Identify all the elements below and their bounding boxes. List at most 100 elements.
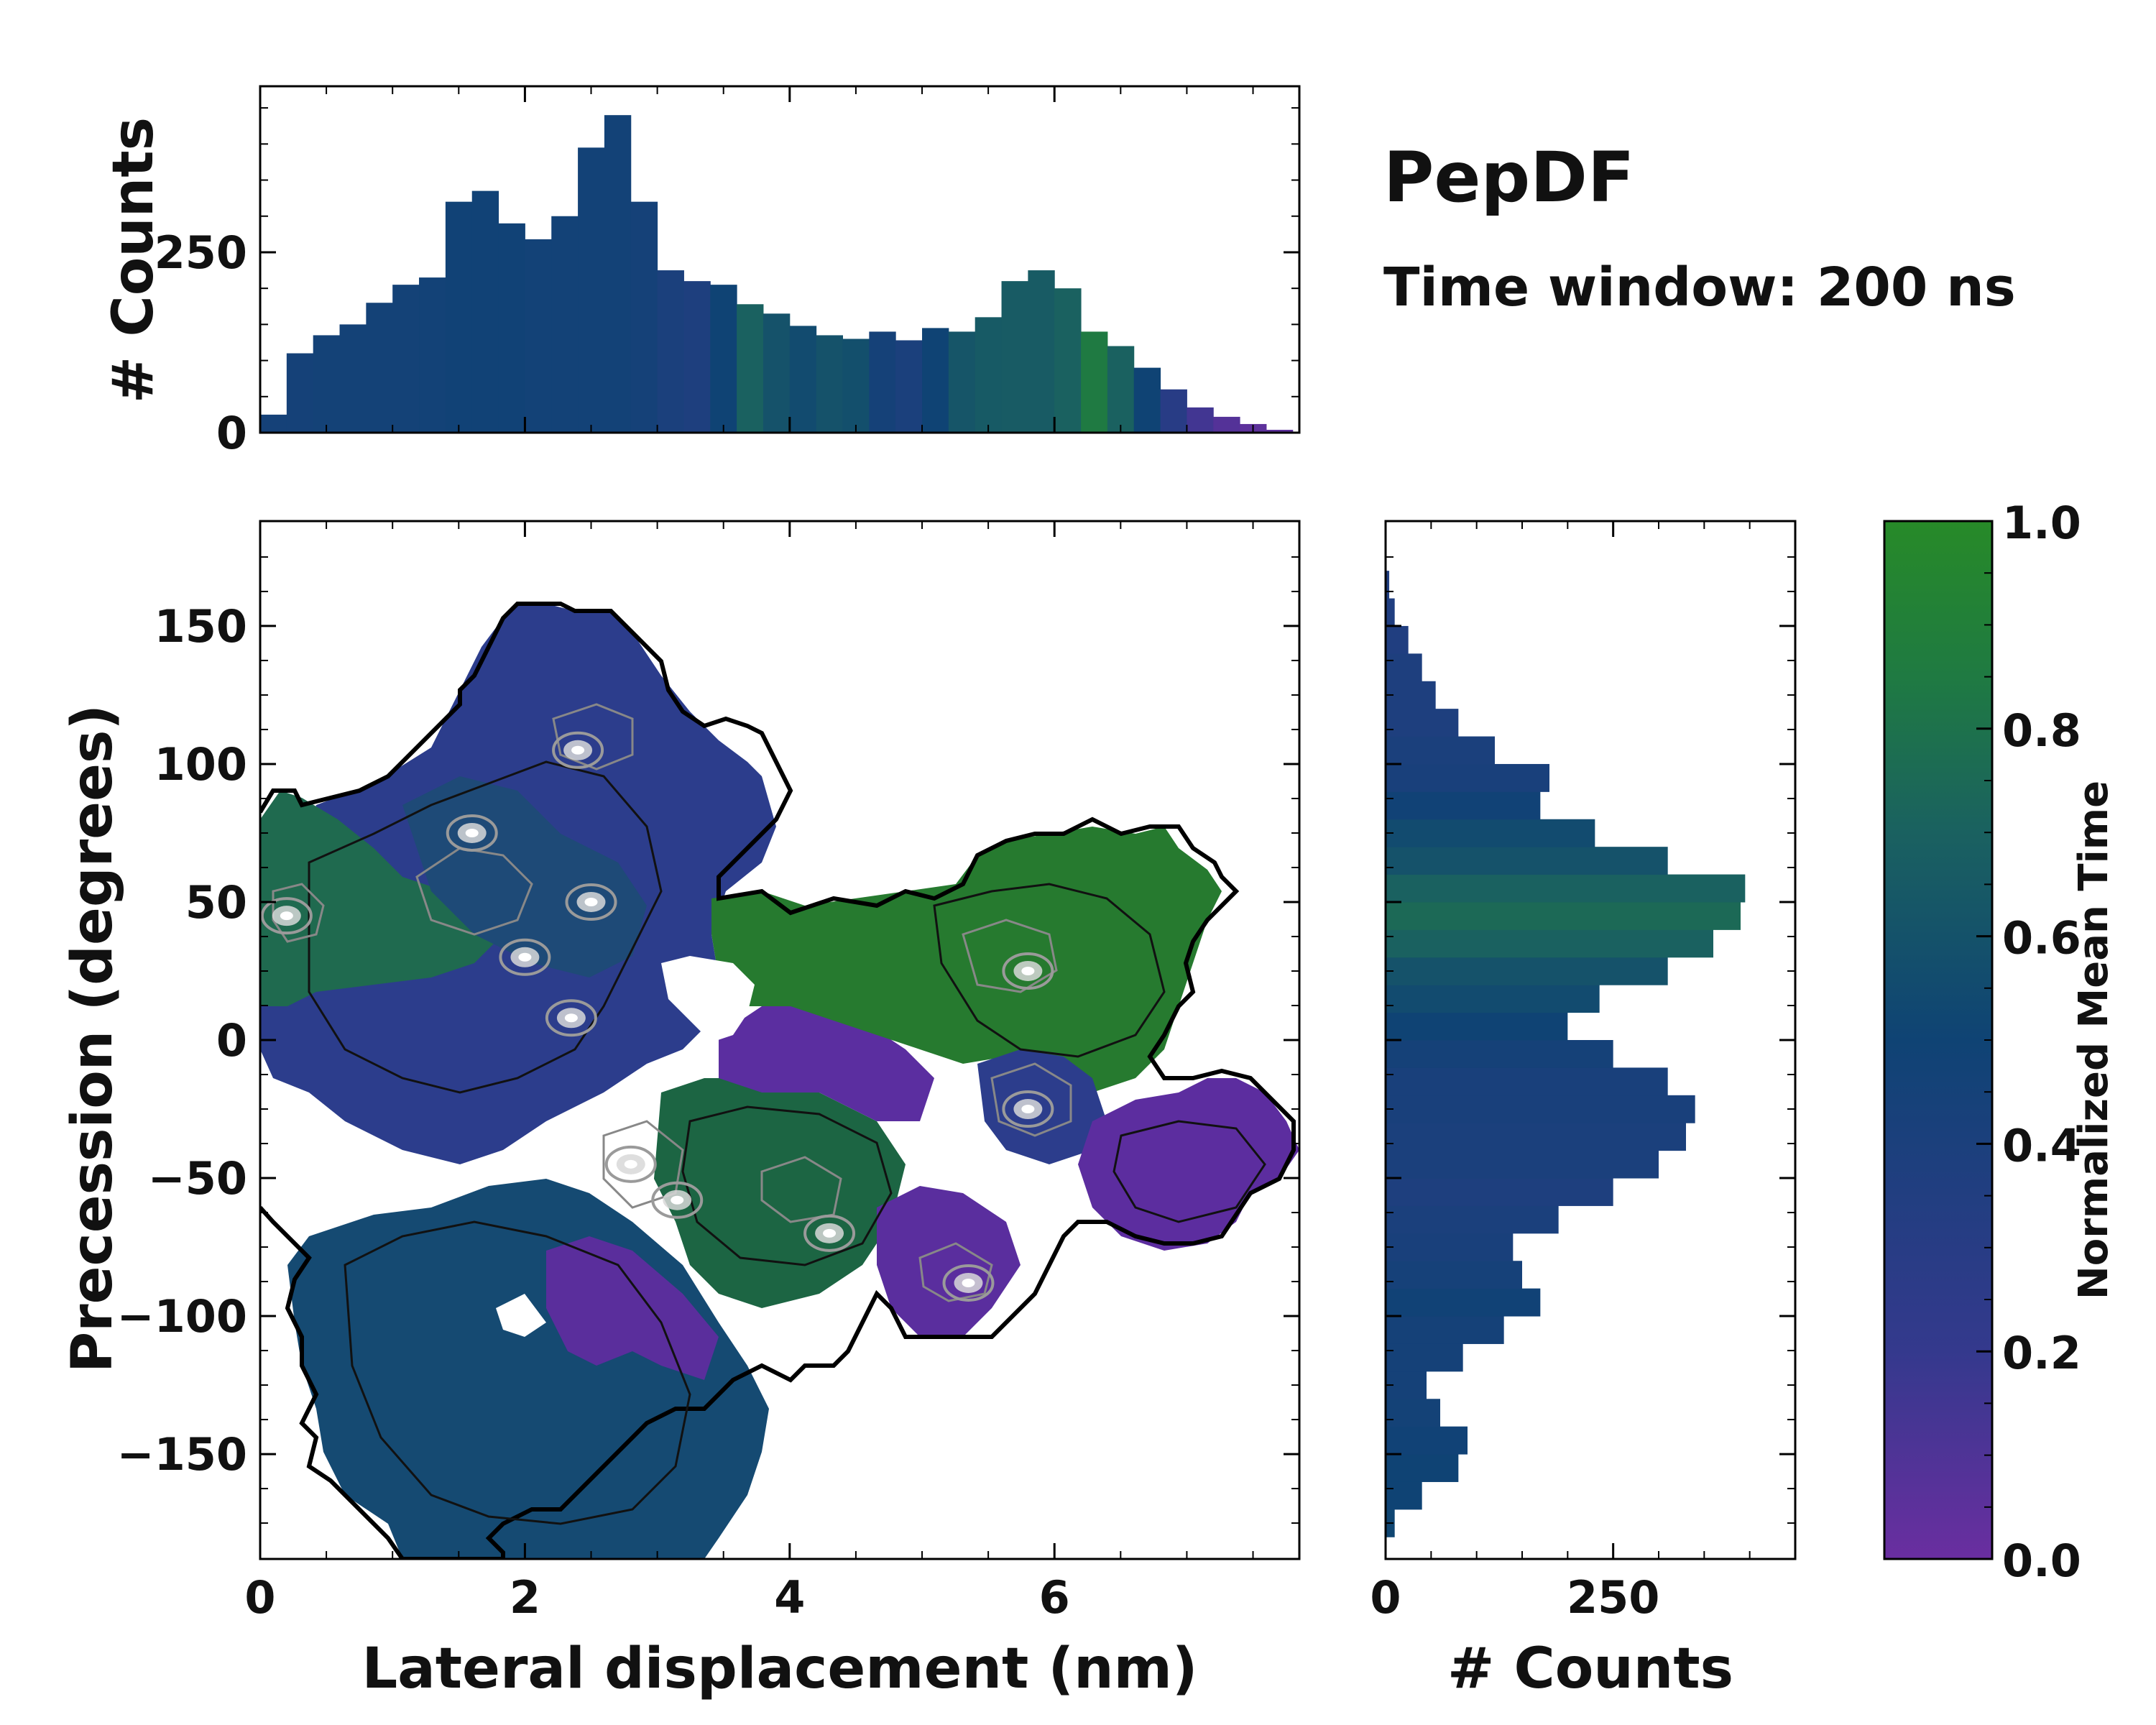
colorbar: 0.0 0.2 0.4 0.6 0.8 1.0 Normalized Mean Time <box>1883 497 2117 1587</box>
main-y-ticks: −150 −100 −50 0 50 100 150 <box>117 556 1299 1524</box>
right-bar-27 <box>1386 763 1549 792</box>
hotspot-ring-7 <box>651 1181 704 1219</box>
contour-dark-2 <box>344 1220 691 1525</box>
colorbar-tick-label-4: 0.8 <box>2002 704 2081 757</box>
right-bar-29 <box>1386 709 1459 737</box>
hotspot-peak-7 <box>671 1195 684 1205</box>
hotspot-ring-1 <box>552 731 604 769</box>
top-y-axis-title: # Counts <box>101 117 166 403</box>
right-bar-7 <box>1386 1316 1504 1344</box>
top-bar-23 <box>869 331 896 433</box>
hotspot-ring-10 <box>1002 1090 1054 1128</box>
top-bar-0 <box>260 414 287 433</box>
top-bar-9 <box>498 223 525 433</box>
top-bar-17 <box>710 285 737 433</box>
hotspot-ring-4 <box>499 938 551 976</box>
top-bar-8 <box>471 190 499 433</box>
right-bar-11 <box>1386 1205 1559 1234</box>
outer-boundary-contour <box>260 602 1296 1559</box>
hotspot-peak-1 <box>571 745 585 755</box>
right-bar-10 <box>1386 1233 1514 1261</box>
top-bar-15 <box>657 270 684 433</box>
top-histogram-bars <box>260 115 1294 433</box>
main-y-tick-label-2: −50 <box>148 1152 247 1205</box>
main-y-tick-label-4: 50 <box>185 876 247 929</box>
hotspot-peak-11 <box>962 1278 975 1287</box>
top-bar-3 <box>339 324 367 433</box>
top-bar-19 <box>763 313 791 433</box>
hotspot-peak-9 <box>1021 966 1035 975</box>
top-bar-2 <box>313 335 341 433</box>
right-bar-21 <box>1386 929 1713 958</box>
right-bar-14 <box>1386 1123 1686 1151</box>
main-y-tick-label-3: 0 <box>216 1014 247 1067</box>
hotspot-peak-2 <box>280 911 293 921</box>
top-y-ticks: 0 250 <box>155 86 1299 459</box>
figure-subtitle: Time window: 200 ns <box>1383 257 2016 318</box>
right-bar-23 <box>1386 874 1746 903</box>
right-bar-22 <box>1386 901 1741 930</box>
contour-dark-1 <box>308 760 663 1094</box>
hotspot-peak-5 <box>564 1013 578 1023</box>
right-bar-31 <box>1386 653 1422 682</box>
empty-bins <box>496 956 1049 1337</box>
top-bar-18 <box>737 304 764 433</box>
top-bar-11 <box>551 216 579 433</box>
top-bar-16 <box>683 281 711 433</box>
right-bar-15 <box>1386 1095 1695 1123</box>
top-histogram-frame <box>259 85 1301 434</box>
colorbar-tick-label-3: 0.6 <box>2002 912 2081 965</box>
main-y-tick-label-5: 100 <box>155 738 247 791</box>
top-bar-31 <box>1081 331 1108 433</box>
right-bar-2 <box>1386 1454 1459 1482</box>
contour-dark-5 <box>1112 1120 1266 1223</box>
right-bar-26 <box>1386 791 1541 820</box>
region-left-band <box>260 791 503 1006</box>
main-y-axis-title: Precession (degrees) <box>60 704 125 1373</box>
contour-gray-8 <box>760 1156 842 1223</box>
top-bar-24 <box>895 340 923 433</box>
hotspot-ring-2 <box>260 897 313 935</box>
top-bar-22 <box>842 339 870 433</box>
top-bar-20 <box>789 326 817 433</box>
top-bar-4 <box>366 303 393 433</box>
hotspot-peak-10 <box>1021 1105 1035 1114</box>
main-y-tick-label-1: −100 <box>117 1290 247 1343</box>
main-x-axis-title: Lateral displacement (nm) <box>361 1637 1197 1701</box>
colorbar-tick-label-5: 1.0 <box>2002 497 2081 549</box>
right-bar-12 <box>1386 1178 1613 1206</box>
right-bar-9 <box>1386 1261 1522 1289</box>
right-bar-24 <box>1386 847 1668 875</box>
hotspot-peak-8 <box>823 1228 837 1238</box>
main-plot: 0 2 4 6 −150 −100 −50 0 50 100 150 Lateral displa… <box>60 520 1301 1701</box>
main-x-tick-label-1: 2 <box>510 1571 540 1624</box>
empty-bin-center <box>661 956 755 1042</box>
colorbar-tick-label-2: 0.4 <box>2002 1119 2081 1172</box>
right-bar-17 <box>1386 1040 1613 1068</box>
contour-gray-5 <box>990 1062 1072 1137</box>
contour-gray-6 <box>918 1242 993 1302</box>
main-x-tick-label-0: 0 <box>244 1571 275 1624</box>
main-x-tick-label-3: 6 <box>1039 1571 1070 1624</box>
top-bar-32 <box>1107 346 1135 433</box>
top-bar-28 <box>1001 281 1028 433</box>
colorbar-label: Normalized Mean Time <box>2070 781 2117 1300</box>
right-bar-1 <box>1386 1481 1422 1510</box>
hotspot-ring-8 <box>803 1214 856 1252</box>
hotspot-ring-11 <box>942 1264 995 1302</box>
top-y-tick-label-0: 0 <box>216 407 247 459</box>
colorbar-gradient <box>1883 520 1994 1560</box>
right-x-axis-title: # Counts <box>1447 1637 1733 1701</box>
top-bar-33 <box>1133 367 1161 433</box>
right-bar-34 <box>1386 571 1390 599</box>
main-y-tick-label-0: −150 <box>117 1428 247 1481</box>
right-x-tick-label-0: 0 <box>1370 1571 1401 1624</box>
top-histogram: 0 250 # Counts <box>101 85 1301 459</box>
right-bar-18 <box>1386 1012 1568 1041</box>
top-bar-7 <box>445 201 473 433</box>
top-bar-29 <box>1028 270 1055 433</box>
right-bar-25 <box>1386 819 1595 847</box>
region-right-purple <box>877 1186 1021 1337</box>
region-upper-right-basin <box>711 827 1222 1092</box>
